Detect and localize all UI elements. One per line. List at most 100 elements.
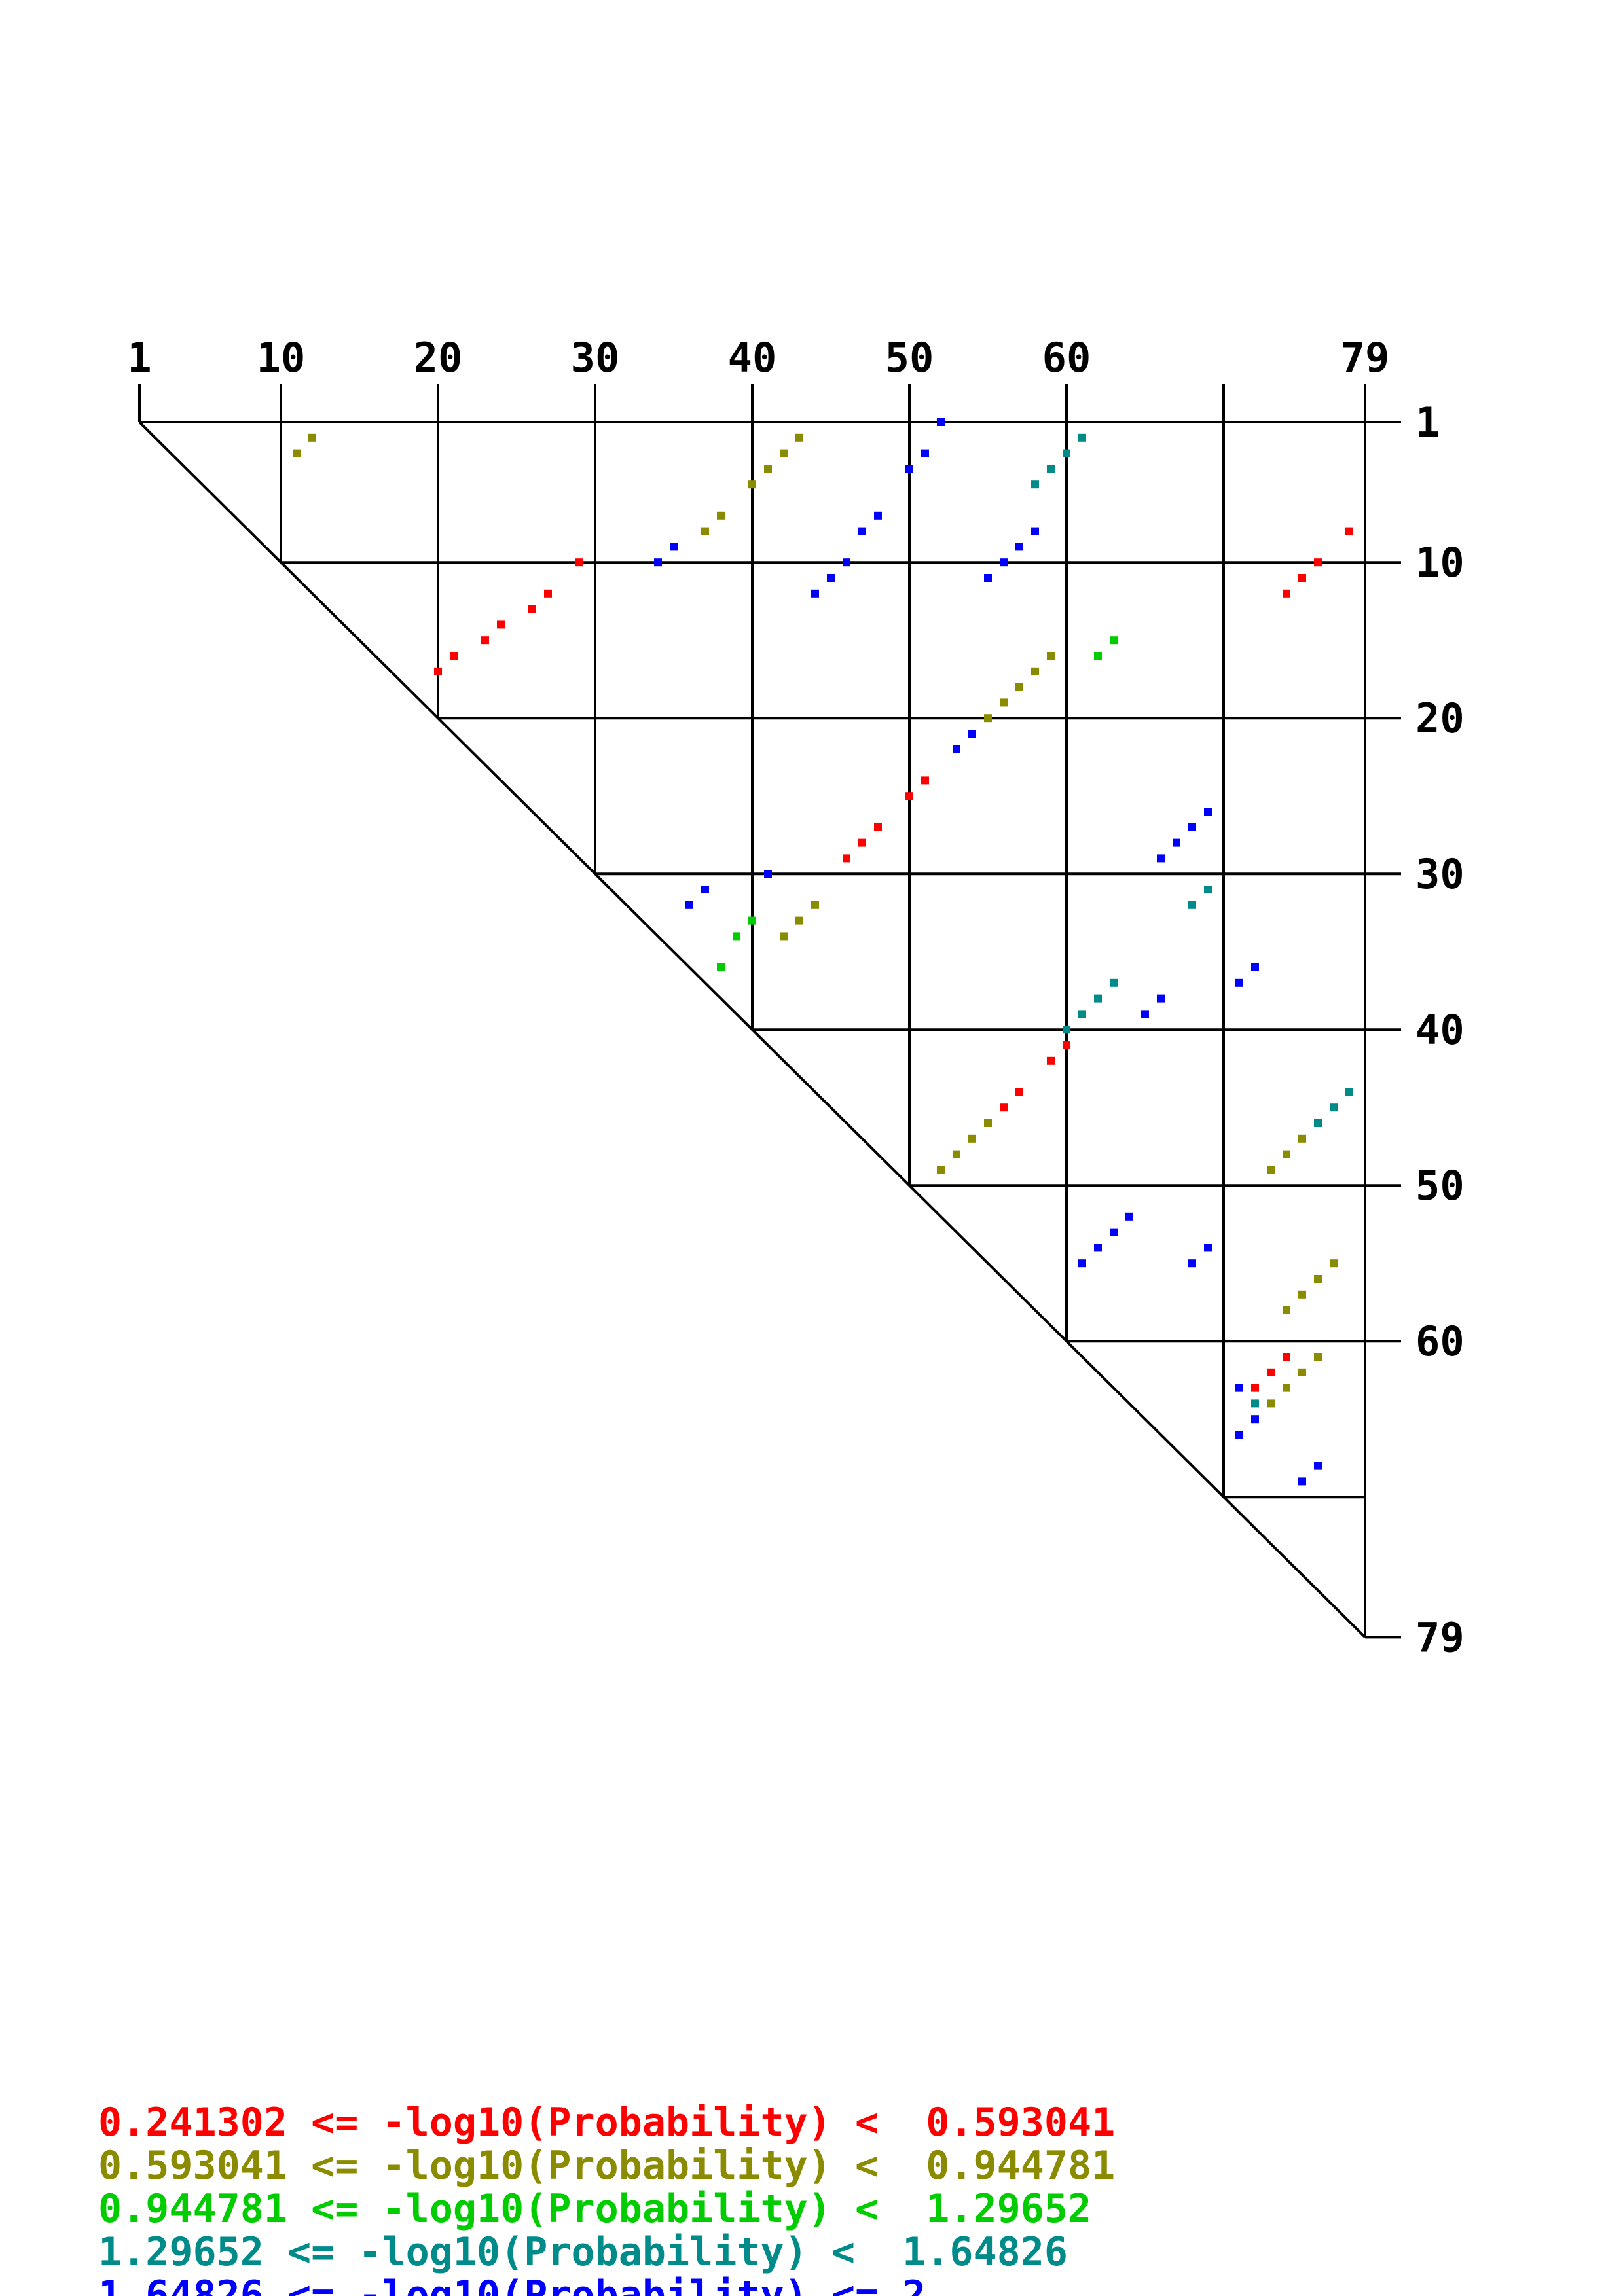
probability-dot <box>874 823 882 831</box>
probability-dot <box>1188 823 1196 831</box>
probability-dot <box>780 449 788 457</box>
probability-dot <box>1078 1259 1086 1268</box>
probability-dot <box>1094 1244 1102 1252</box>
probability-dot <box>1141 1010 1149 1018</box>
probability-dot <box>1267 1166 1275 1174</box>
probability-dot <box>1283 1384 1290 1392</box>
probability-dot <box>1251 1384 1259 1392</box>
probability-dot <box>1251 963 1259 971</box>
probability-dot <box>795 433 803 442</box>
probability-dot <box>1173 838 1180 847</box>
probability-dot <box>858 527 866 535</box>
probability-dot <box>1031 667 1039 675</box>
x-axis-label: 20 <box>414 334 463 382</box>
probability-dot <box>1047 652 1055 660</box>
y-axis-label: 40 <box>1415 1006 1465 1054</box>
probability-dot <box>968 730 976 738</box>
probability-dot <box>528 605 536 613</box>
probability-dot <box>1283 1353 1290 1361</box>
probability-dot <box>1330 1103 1338 1112</box>
probability-dot <box>937 1166 945 1174</box>
probability-dot <box>733 932 740 941</box>
probability-dot <box>450 652 458 660</box>
probability-dot <box>1015 683 1023 691</box>
legend: 0.241302 <= -log10(Probability) < 0.5930… <box>98 2015 1115 2296</box>
probability-dot <box>843 558 850 567</box>
probability-dot <box>811 589 819 598</box>
probability-dot <box>1235 1384 1243 1392</box>
probability-dot <box>1125 1212 1133 1221</box>
probability-dot <box>1157 994 1165 1003</box>
probability-dot <box>843 854 850 863</box>
probability-dot <box>1345 527 1353 535</box>
y-axis-label: 20 <box>1415 694 1465 742</box>
probability-dot <box>1204 886 1212 893</box>
probability-dot <box>1314 1462 1322 1470</box>
probability-dot <box>874 511 882 520</box>
probability-dot <box>701 527 709 535</box>
x-axis-label: 1 <box>127 334 151 382</box>
x-axis-label: 30 <box>571 334 620 382</box>
probability-dot <box>1267 1399 1275 1408</box>
probability-dot <box>1251 1399 1259 1408</box>
probability-dot <box>1251 1415 1259 1424</box>
probability-dot <box>481 636 489 645</box>
probability-dot <box>1298 1134 1306 1143</box>
probability-dot <box>984 574 992 582</box>
probability-dot <box>1110 636 1118 645</box>
probability-dot <box>905 792 913 800</box>
probability-dot <box>685 901 693 909</box>
probability-dot <box>1000 1103 1008 1112</box>
probability-dot <box>1235 1431 1243 1439</box>
probability-dot <box>748 916 756 925</box>
probability-dot <box>575 558 583 567</box>
probability-dot <box>905 465 913 473</box>
probability-dot <box>308 433 316 442</box>
legend-line: 1.64826 <= -log10(Probability) <= 2 <box>98 2272 926 2296</box>
probability-dot <box>1094 652 1102 660</box>
probability-dot <box>1094 994 1102 1003</box>
x-axis-label: 10 <box>257 334 306 382</box>
legend-line: 1.29652 <= -log10(Probability) < 1.64826 <box>98 2229 1068 2275</box>
probability-dot <box>654 558 662 567</box>
y-axis-label: 10 <box>1415 539 1465 586</box>
probability-dot <box>1047 1056 1055 1065</box>
legend-line: 0.593041 <= -log10(Probability) < 0.9447… <box>98 2143 1116 2189</box>
probability-dot <box>748 480 756 489</box>
probability-dot <box>921 449 929 457</box>
probability-dot <box>1063 1026 1070 1034</box>
probability-dot <box>984 714 992 723</box>
probability-dot <box>544 589 552 598</box>
probability-dot <box>293 449 301 457</box>
probability-dot <box>1015 1088 1023 1096</box>
probability-dot <box>1283 589 1290 598</box>
legend-lines: 0.241302 <= -log10(Probability) < 0.5930… <box>98 2101 1115 2296</box>
probability-dot <box>858 838 866 847</box>
y-axis-label: 30 <box>1415 850 1465 898</box>
probability-dot <box>1157 854 1165 863</box>
probability-dot <box>1015 543 1023 551</box>
probability-dot <box>1267 1368 1275 1376</box>
probability-dot <box>1000 558 1008 567</box>
probability-dot <box>1078 433 1086 442</box>
diagonal-line <box>138 421 1366 1638</box>
probability-dot <box>1283 1306 1290 1314</box>
probability-dot <box>1204 808 1212 816</box>
probability-dot <box>1031 527 1039 535</box>
probability-dot <box>1314 558 1322 567</box>
probability-dot <box>434 667 442 675</box>
probability-dot <box>953 745 960 753</box>
x-axis-label: 79 <box>1341 334 1390 382</box>
probability-dot <box>827 574 835 582</box>
probability-dot <box>1345 1088 1353 1096</box>
probability-dot <box>764 870 772 878</box>
y-axis-label: 50 <box>1415 1162 1465 1210</box>
y-axis-label: 60 <box>1415 1318 1465 1365</box>
probability-dot <box>921 776 929 785</box>
probability-dot <box>764 465 772 473</box>
probability-dot <box>1314 1353 1322 1361</box>
probability-dot <box>1283 1150 1290 1158</box>
probability-dot <box>1063 1041 1070 1049</box>
